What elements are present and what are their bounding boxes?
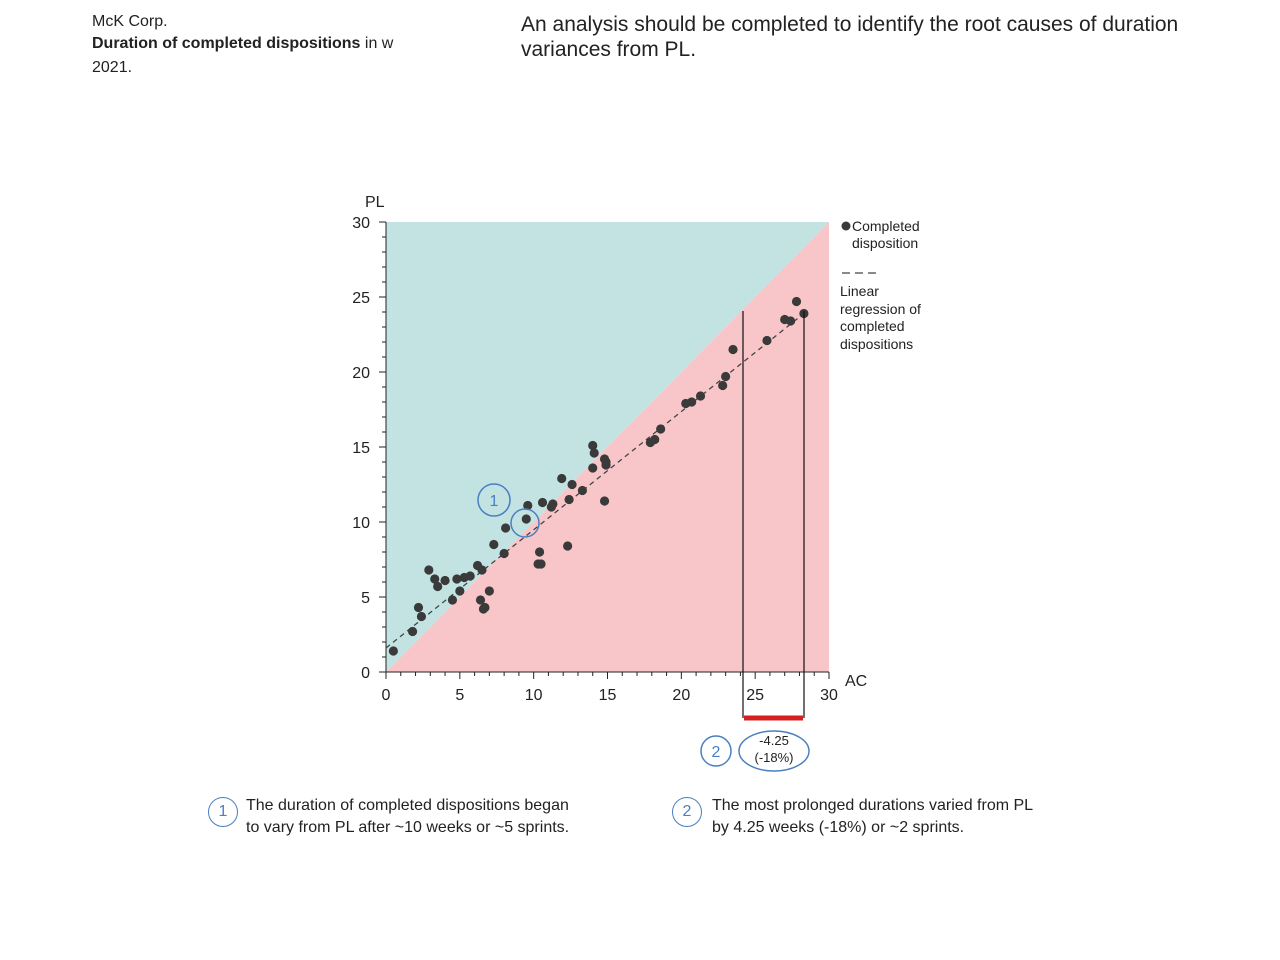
chart-heading: Duration of completed dispositions in w <box>92 35 393 53</box>
data-point <box>501 523 511 533</box>
data-point <box>791 296 802 307</box>
data-point <box>564 494 574 505</box>
divergence-point-highlight <box>510 508 540 538</box>
data-point <box>447 595 458 605</box>
data-point <box>718 380 728 391</box>
chart-heading-bold: Duration of completed dispositions <box>92 35 361 52</box>
x-tick-label: 30 <box>820 687 838 704</box>
legend-points-label: Completed disposition <box>852 218 924 251</box>
data-point <box>534 547 545 557</box>
data-point <box>577 485 587 496</box>
data-point <box>588 440 598 451</box>
data-point <box>475 595 486 605</box>
data-point <box>477 565 487 575</box>
legend-point-marker <box>841 221 851 231</box>
marker-2-number: 2 <box>712 744 721 761</box>
legend-line-label: Linear regression of completed dispositi… <box>840 283 925 352</box>
data-point <box>567 479 577 490</box>
note-1-text: The duration of completed dispositions b… <box>246 797 570 836</box>
note-2: 2 The most prolonged durations varied fr… <box>672 795 1092 845</box>
x-tick-label: 0 <box>382 687 391 704</box>
x-tick-label: 15 <box>599 687 617 704</box>
data-point <box>430 574 440 584</box>
note-2-text: The most prolonged durations varied from… <box>712 797 1034 836</box>
data-point <box>557 473 567 484</box>
note-1: 1 The duration of completed dispositions… <box>208 795 628 845</box>
y-tick-label: 30 <box>352 215 370 232</box>
data-point <box>521 514 531 524</box>
y-tick-label: 5 <box>361 590 370 607</box>
divergence-annotation: 1 <box>477 483 540 538</box>
data-point <box>537 497 548 508</box>
note-1-badge: 1 <box>208 797 238 827</box>
data-point <box>687 397 697 407</box>
axes: 0 5 10 15 20 25 30 0 5 10 15 20 25 30 <box>352 215 838 704</box>
variance-percent: (-18%) <box>754 750 793 765</box>
variance-annotation: 2 -4.25 (-18%) <box>700 311 810 772</box>
data-point <box>465 571 475 581</box>
data-points <box>388 296 809 656</box>
data-point <box>601 457 611 467</box>
x-tick-label: 5 <box>455 687 464 704</box>
variance-value: -4.25 <box>759 733 789 748</box>
note-2-badge: 2 <box>672 797 702 827</box>
data-point <box>548 499 558 509</box>
data-point <box>728 344 738 355</box>
y-tick-label: 10 <box>352 515 370 532</box>
data-point <box>424 565 434 575</box>
data-point <box>589 448 599 458</box>
x-tick-label: 10 <box>525 687 543 704</box>
chart-heading-unit: in w <box>360 35 394 52</box>
data-point <box>536 559 546 569</box>
y-tick-label: 0 <box>361 665 370 682</box>
x-tick-label: 20 <box>672 687 690 704</box>
x-axis-label: AC <box>845 673 867 690</box>
data-point <box>499 548 509 559</box>
data-point <box>563 541 573 551</box>
chart-year: 2021. <box>92 59 133 76</box>
data-point <box>416 611 427 622</box>
data-point <box>489 539 499 550</box>
data-point <box>484 586 494 596</box>
y-tick-label: 20 <box>352 365 370 382</box>
company-name: McK Corp. <box>92 13 168 30</box>
y-tick-label: 15 <box>352 440 370 457</box>
data-point <box>721 371 731 382</box>
data-point <box>695 391 706 401</box>
data-point <box>407 626 418 637</box>
data-point <box>523 500 533 511</box>
data-point <box>433 581 443 592</box>
data-point <box>588 463 598 473</box>
data-point <box>413 602 424 613</box>
data-point <box>452 574 462 584</box>
data-point <box>440 575 450 586</box>
legend: Completed disposition Linear regression … <box>840 218 925 352</box>
data-point <box>786 316 796 326</box>
variance-value-ellipse <box>738 730 810 772</box>
data-point <box>762 335 772 346</box>
key-message: An analysis should be completed to ident… <box>521 13 1179 61</box>
data-point <box>656 424 666 434</box>
region-below-diagonal <box>386 222 829 672</box>
y-tick-label: 25 <box>352 290 370 307</box>
marker-2-circle <box>700 735 732 767</box>
data-point <box>599 496 610 506</box>
data-point <box>455 586 465 596</box>
data-point <box>650 434 660 445</box>
x-tick-label: 25 <box>746 687 764 704</box>
marker-1-circle <box>477 483 511 517</box>
data-point <box>388 646 398 656</box>
marker-1-number: 1 <box>490 493 499 510</box>
data-point <box>480 602 490 613</box>
y-axis-label: PL <box>365 194 385 211</box>
